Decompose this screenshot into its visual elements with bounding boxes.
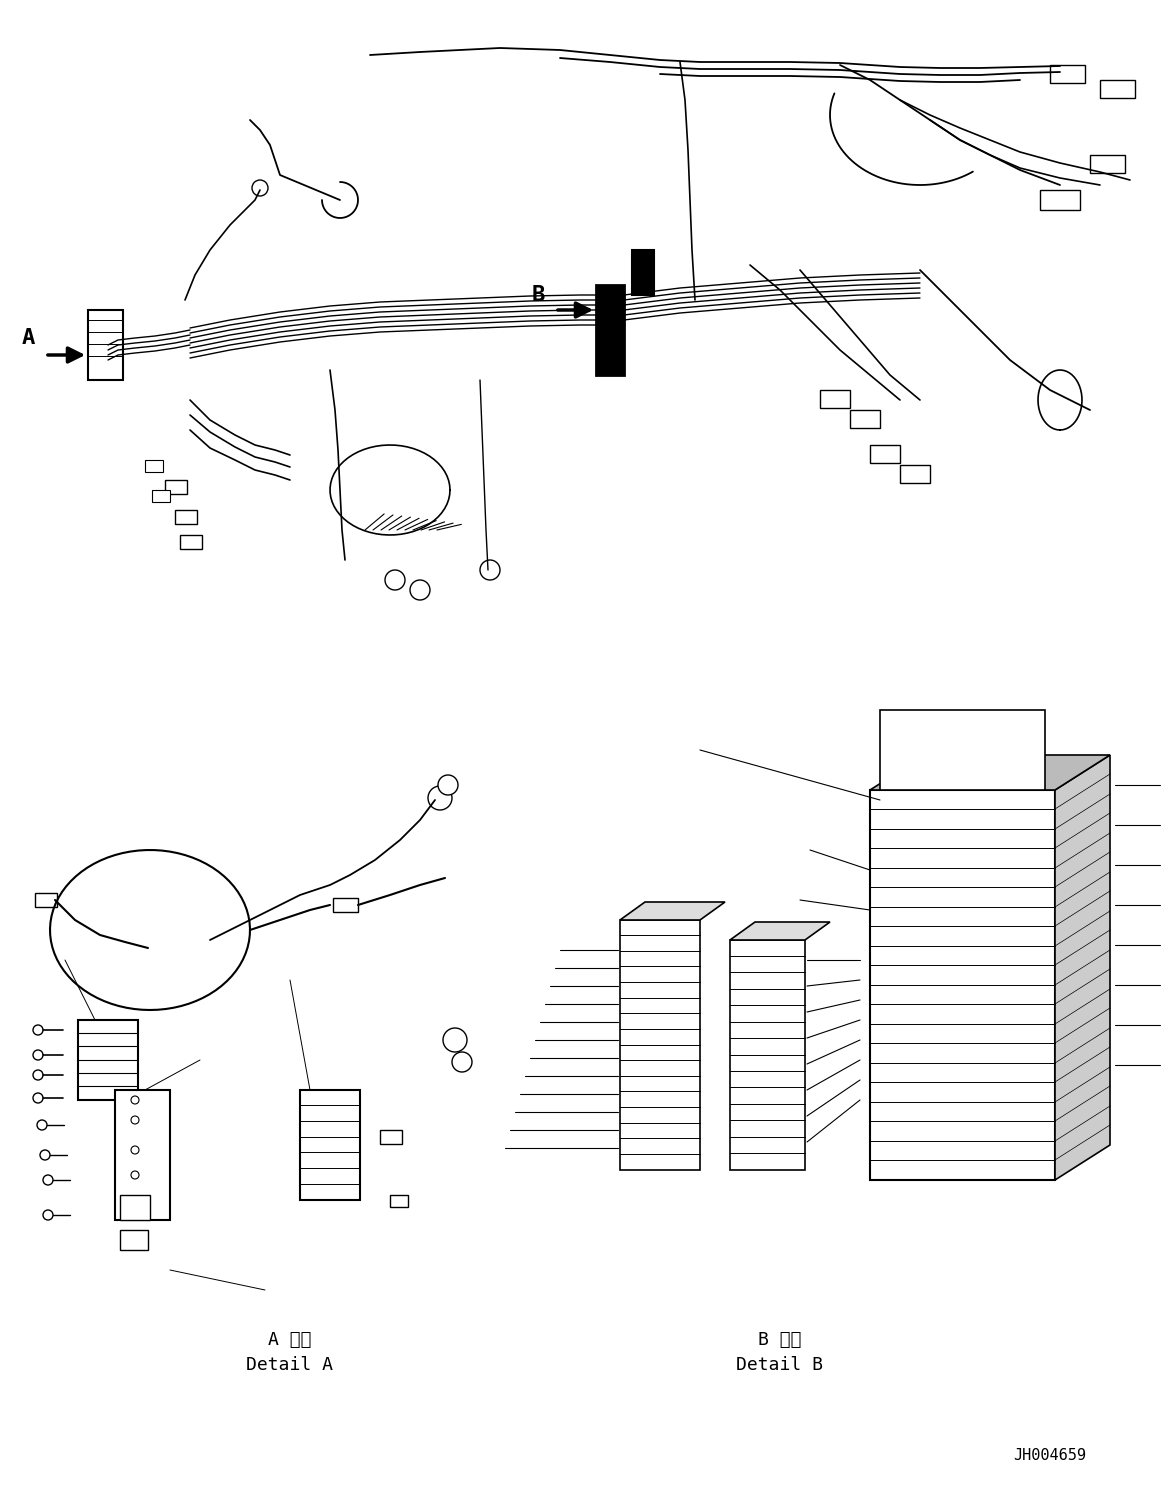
- Polygon shape: [870, 754, 1110, 790]
- Bar: [120, 1231, 148, 1250]
- Circle shape: [37, 1120, 47, 1129]
- Circle shape: [428, 786, 452, 809]
- Circle shape: [131, 1171, 140, 1178]
- Circle shape: [443, 1028, 468, 1052]
- Bar: [300, 1091, 361, 1199]
- Bar: [632, 250, 654, 295]
- Bar: [880, 710, 1046, 790]
- Bar: [165, 481, 187, 494]
- Circle shape: [131, 1196, 140, 1204]
- Bar: [180, 536, 202, 549]
- Circle shape: [480, 559, 500, 580]
- Circle shape: [438, 775, 458, 795]
- Text: Detail B: Detail B: [736, 1356, 823, 1373]
- Circle shape: [252, 180, 267, 196]
- Bar: [870, 790, 1055, 1180]
- Circle shape: [131, 1146, 140, 1155]
- Circle shape: [33, 1051, 43, 1059]
- Text: A 詳細: A 詳細: [269, 1330, 312, 1350]
- Bar: [120, 1195, 150, 1220]
- Circle shape: [131, 1116, 140, 1123]
- Text: Detail A: Detail A: [247, 1356, 334, 1373]
- Bar: [380, 1129, 402, 1144]
- Circle shape: [385, 570, 405, 591]
- Circle shape: [43, 1210, 53, 1220]
- Circle shape: [411, 580, 430, 600]
- Bar: [88, 310, 123, 379]
- Circle shape: [33, 1025, 43, 1036]
- Bar: [1040, 190, 1080, 210]
- Text: JH004659: JH004659: [1013, 1448, 1086, 1463]
- Bar: [730, 940, 805, 1170]
- Polygon shape: [620, 902, 725, 920]
- Circle shape: [131, 1211, 140, 1219]
- Bar: [390, 1195, 408, 1207]
- Circle shape: [33, 1070, 43, 1080]
- Polygon shape: [730, 923, 830, 940]
- Polygon shape: [1055, 754, 1110, 1180]
- Circle shape: [131, 1097, 140, 1104]
- Bar: [620, 920, 700, 1170]
- Bar: [1100, 80, 1135, 98]
- Circle shape: [40, 1150, 50, 1161]
- Bar: [1050, 65, 1085, 83]
- Text: B: B: [531, 286, 544, 305]
- Bar: [78, 1019, 138, 1100]
- Bar: [820, 390, 850, 408]
- Bar: [145, 460, 163, 472]
- Bar: [115, 1091, 170, 1220]
- Text: B 詳細: B 詳細: [758, 1330, 801, 1350]
- Bar: [333, 897, 358, 912]
- Bar: [174, 510, 197, 524]
- Bar: [35, 893, 57, 908]
- Circle shape: [452, 1052, 472, 1071]
- Text: A: A: [21, 327, 35, 348]
- Bar: [870, 445, 900, 463]
- Bar: [900, 464, 930, 484]
- Bar: [850, 411, 880, 429]
- Bar: [152, 490, 170, 501]
- Circle shape: [43, 1176, 53, 1184]
- Circle shape: [33, 1094, 43, 1103]
- Bar: [595, 286, 625, 375]
- Bar: [1090, 155, 1125, 173]
